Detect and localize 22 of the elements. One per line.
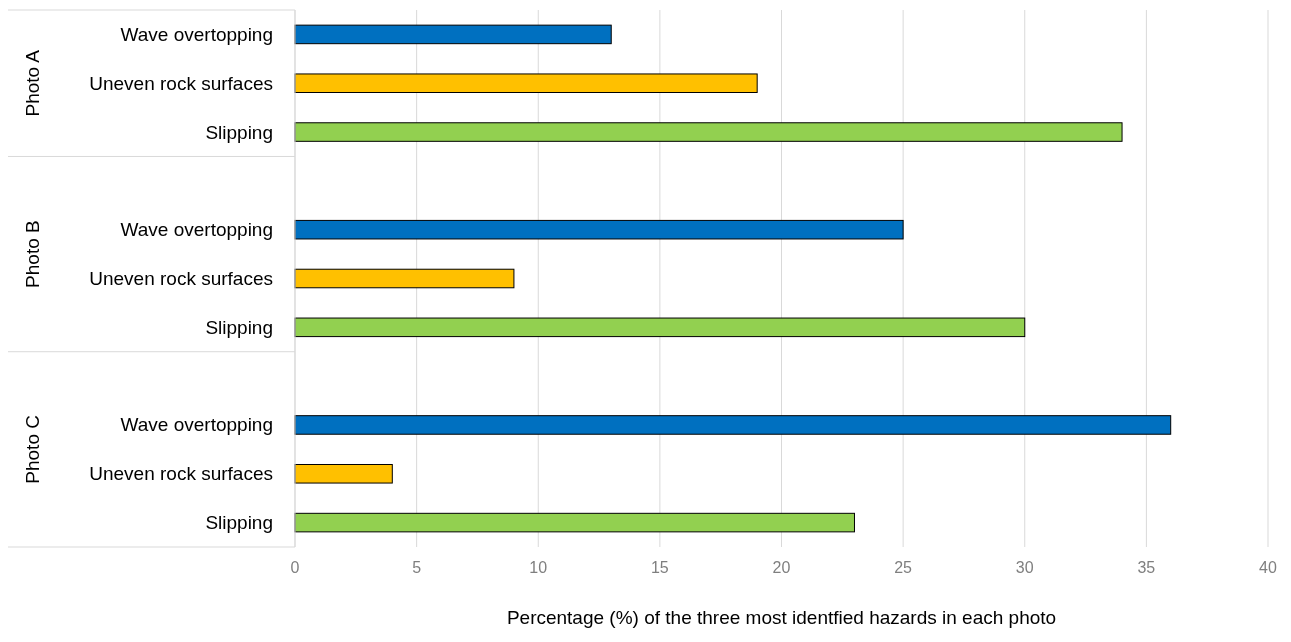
x-tick-label: 0 [290,558,300,576]
y-tick-label: Uneven rock surfaces [89,463,273,485]
x-tick-label: 35 [1137,558,1156,576]
text: Photo C [21,415,43,484]
x-axis-title: Percentage (%) of the three most identfied hazards in each photo [506,607,1057,628]
y-tick-label: Uneven rock surfaces [89,268,273,289]
x-tick-label: 20 [772,558,791,576]
y-tick-label: Slipping [205,512,273,534]
y-tick-label: Wave overtopping [120,23,273,45]
x-tick-label: 40 [1259,558,1277,576]
y-tick-label: Uneven rock surfaces [89,72,273,94]
y-tick-label: Wave overtopping [120,414,273,436]
x-tick-label: 25 [894,558,913,576]
text: Photo A [21,49,43,117]
y-tick-label: Slipping [205,121,273,143]
x-tick-label: 5 [412,558,422,576]
x-tick-label: 10 [529,558,548,576]
x-tick-label: 15 [650,558,669,576]
x-tick-label: 30 [1015,558,1034,576]
y-tick-label: Wave overtopping [120,219,273,241]
text: Photo B [21,220,43,288]
y-tick-label: Slipping [205,316,273,338]
